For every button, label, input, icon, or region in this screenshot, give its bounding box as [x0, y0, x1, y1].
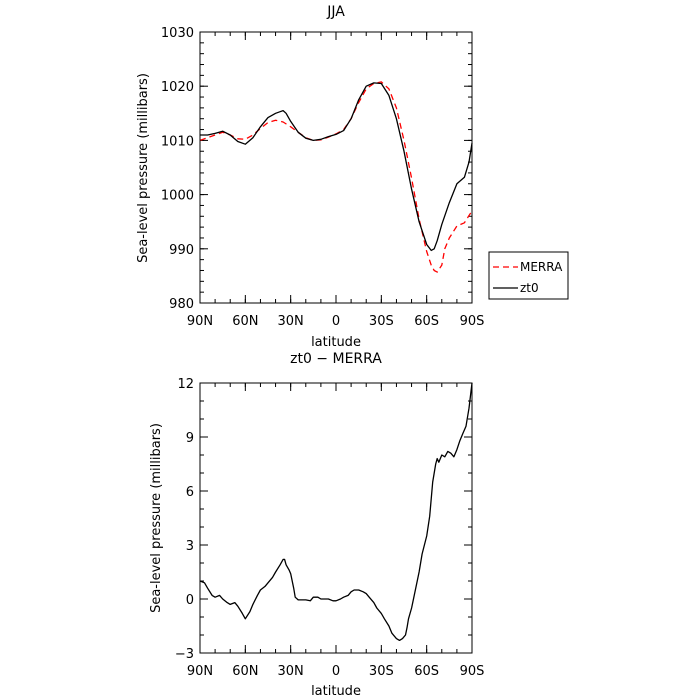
x-tick-label: 30N: [278, 664, 304, 679]
x-tick-label: 60N: [232, 664, 258, 679]
x-tick-label: 90S: [460, 314, 485, 329]
chart-title: zt0 − MERRA: [290, 351, 382, 367]
series-line-difference: [199, 382, 473, 642]
legend-label-zt0: zt0: [520, 281, 539, 295]
legend: MERRA zt0: [488, 251, 569, 300]
legend-box: [488, 251, 569, 300]
x-tick-label: 90N: [187, 664, 213, 679]
x-tick-label: 30S: [369, 664, 394, 679]
bottom-panel: zt0 − MERRA 90N 60N 30N 0 30S 60S 90S−3036912 …: [149, 351, 484, 699]
y-tick-label: −3: [175, 647, 194, 662]
y-tick-label: 980: [169, 297, 194, 312]
y-tick-label: 0: [186, 593, 194, 608]
chart-title: JJA: [326, 4, 345, 20]
x-tick-label: 60S: [414, 314, 439, 329]
top-panel: JJA 90N 60N 30N 0 30S 60S 90S 980 990 1000 1010 102…: [136, 4, 569, 350]
y-axis-label: Sea-level pressure (millibars): [136, 73, 151, 263]
x-tick-label: 60S: [414, 664, 439, 679]
plot-frame: [199, 382, 473, 654]
x-axis-label: latitude: [311, 684, 361, 699]
x-tick-label: 30S: [369, 314, 394, 329]
y-tick-label: 3: [186, 539, 194, 554]
x-tick-label: 90S: [460, 664, 485, 679]
x-tick-label: 60N: [232, 314, 258, 329]
legend-label-merra: MERRA: [520, 260, 563, 274]
y-tick-label: 12: [177, 377, 194, 392]
x-tick-label: 0: [332, 314, 340, 329]
y-tick-label: 6: [186, 485, 194, 500]
y-tick-label: 9: [186, 431, 194, 446]
x-axis-label: latitude: [311, 335, 361, 350]
plot-area: 90N 60N 30N 0 30S 60S 90S 980 990 1000 1010 1020 103…: [161, 26, 484, 329]
x-tick-label: 90N: [187, 314, 213, 329]
x-tick-label: 0: [332, 664, 340, 679]
y-tick-label: 1020: [161, 80, 194, 95]
plot-area: 90N 60N 30N 0 30S 60S 90S −3 0 3 6 9 12: [175, 377, 485, 679]
y-tick-label: 1000: [161, 189, 194, 204]
plot-frame: [199, 31, 473, 304]
series-line-merra: [199, 81, 473, 273]
y-tick-label: 1030: [161, 26, 194, 41]
series-line-zt0: [200, 82, 473, 252]
y-axis-label: Sea-level pressure (millibars): [149, 423, 164, 613]
x-tick-label: 30N: [278, 314, 304, 329]
y-tick-label: 990: [169, 243, 194, 258]
y-tick-label: 1010: [161, 134, 194, 149]
